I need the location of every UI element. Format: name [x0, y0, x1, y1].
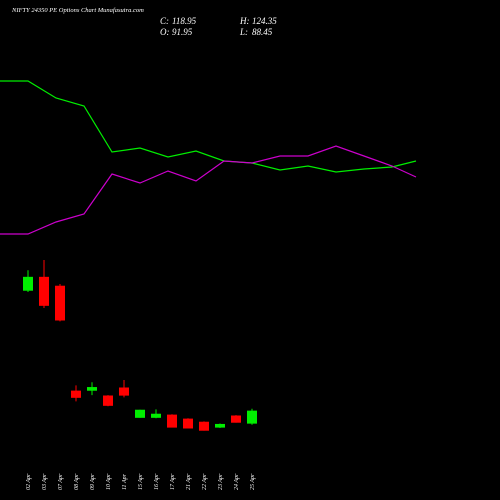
candle-body: [39, 276, 49, 306]
x-tick-label: 02 Apr: [26, 473, 32, 490]
candle-body: [231, 415, 241, 423]
x-tick-label: 22 Apr: [202, 473, 208, 490]
x-tick-label: 08 Apr: [74, 473, 80, 490]
ohlc-value: 124.35: [252, 16, 277, 26]
candle-body: [135, 409, 145, 418]
chart-title: NIFTY 24350 PE Options Chart Munafasutra…: [11, 7, 144, 14]
candle-body: [23, 276, 33, 291]
x-tick-label: 25 Apr: [250, 473, 256, 490]
ohlc-value: 88.45: [252, 27, 273, 37]
candle-body: [151, 413, 161, 418]
ohlc-value: 118.95: [172, 16, 197, 26]
ohlc-label: O:: [160, 27, 170, 37]
x-tick-label: 24 Apr: [233, 473, 240, 490]
candle-body: [55, 285, 65, 321]
x-tick-label: 09 Apr: [90, 473, 96, 490]
indicator-line: [0, 80, 417, 173]
ohlc-label: L:: [239, 27, 248, 37]
x-tick-label: 15 Apr: [138, 473, 144, 490]
candle-body: [215, 423, 225, 428]
x-tick-label: 10 Apr: [106, 473, 112, 490]
candle-body: [183, 418, 193, 429]
candle-body: [247, 410, 257, 424]
x-tick-label: 17 Apr: [170, 473, 176, 490]
x-tick-label: 11 Apr: [122, 473, 128, 490]
candle-body: [87, 387, 97, 391]
indicator-line: [0, 145, 417, 235]
candle-body: [167, 414, 177, 428]
x-tick-label: 16 Apr: [154, 473, 160, 490]
x-tick-label: 21 Apr: [186, 473, 192, 490]
x-tick-label: 23 Apr: [218, 473, 224, 490]
x-tick-label: 07 Apr: [58, 473, 64, 490]
ohlc-value: 91.95: [172, 27, 193, 37]
ohlc-label: H:: [239, 16, 250, 26]
candle-body: [119, 387, 129, 396]
candle-body: [71, 390, 81, 398]
ohlc-label: C:: [160, 16, 169, 26]
candle-body: [103, 395, 113, 406]
x-tick-label: 03 Apr: [42, 473, 48, 490]
candle-body: [199, 421, 209, 431]
